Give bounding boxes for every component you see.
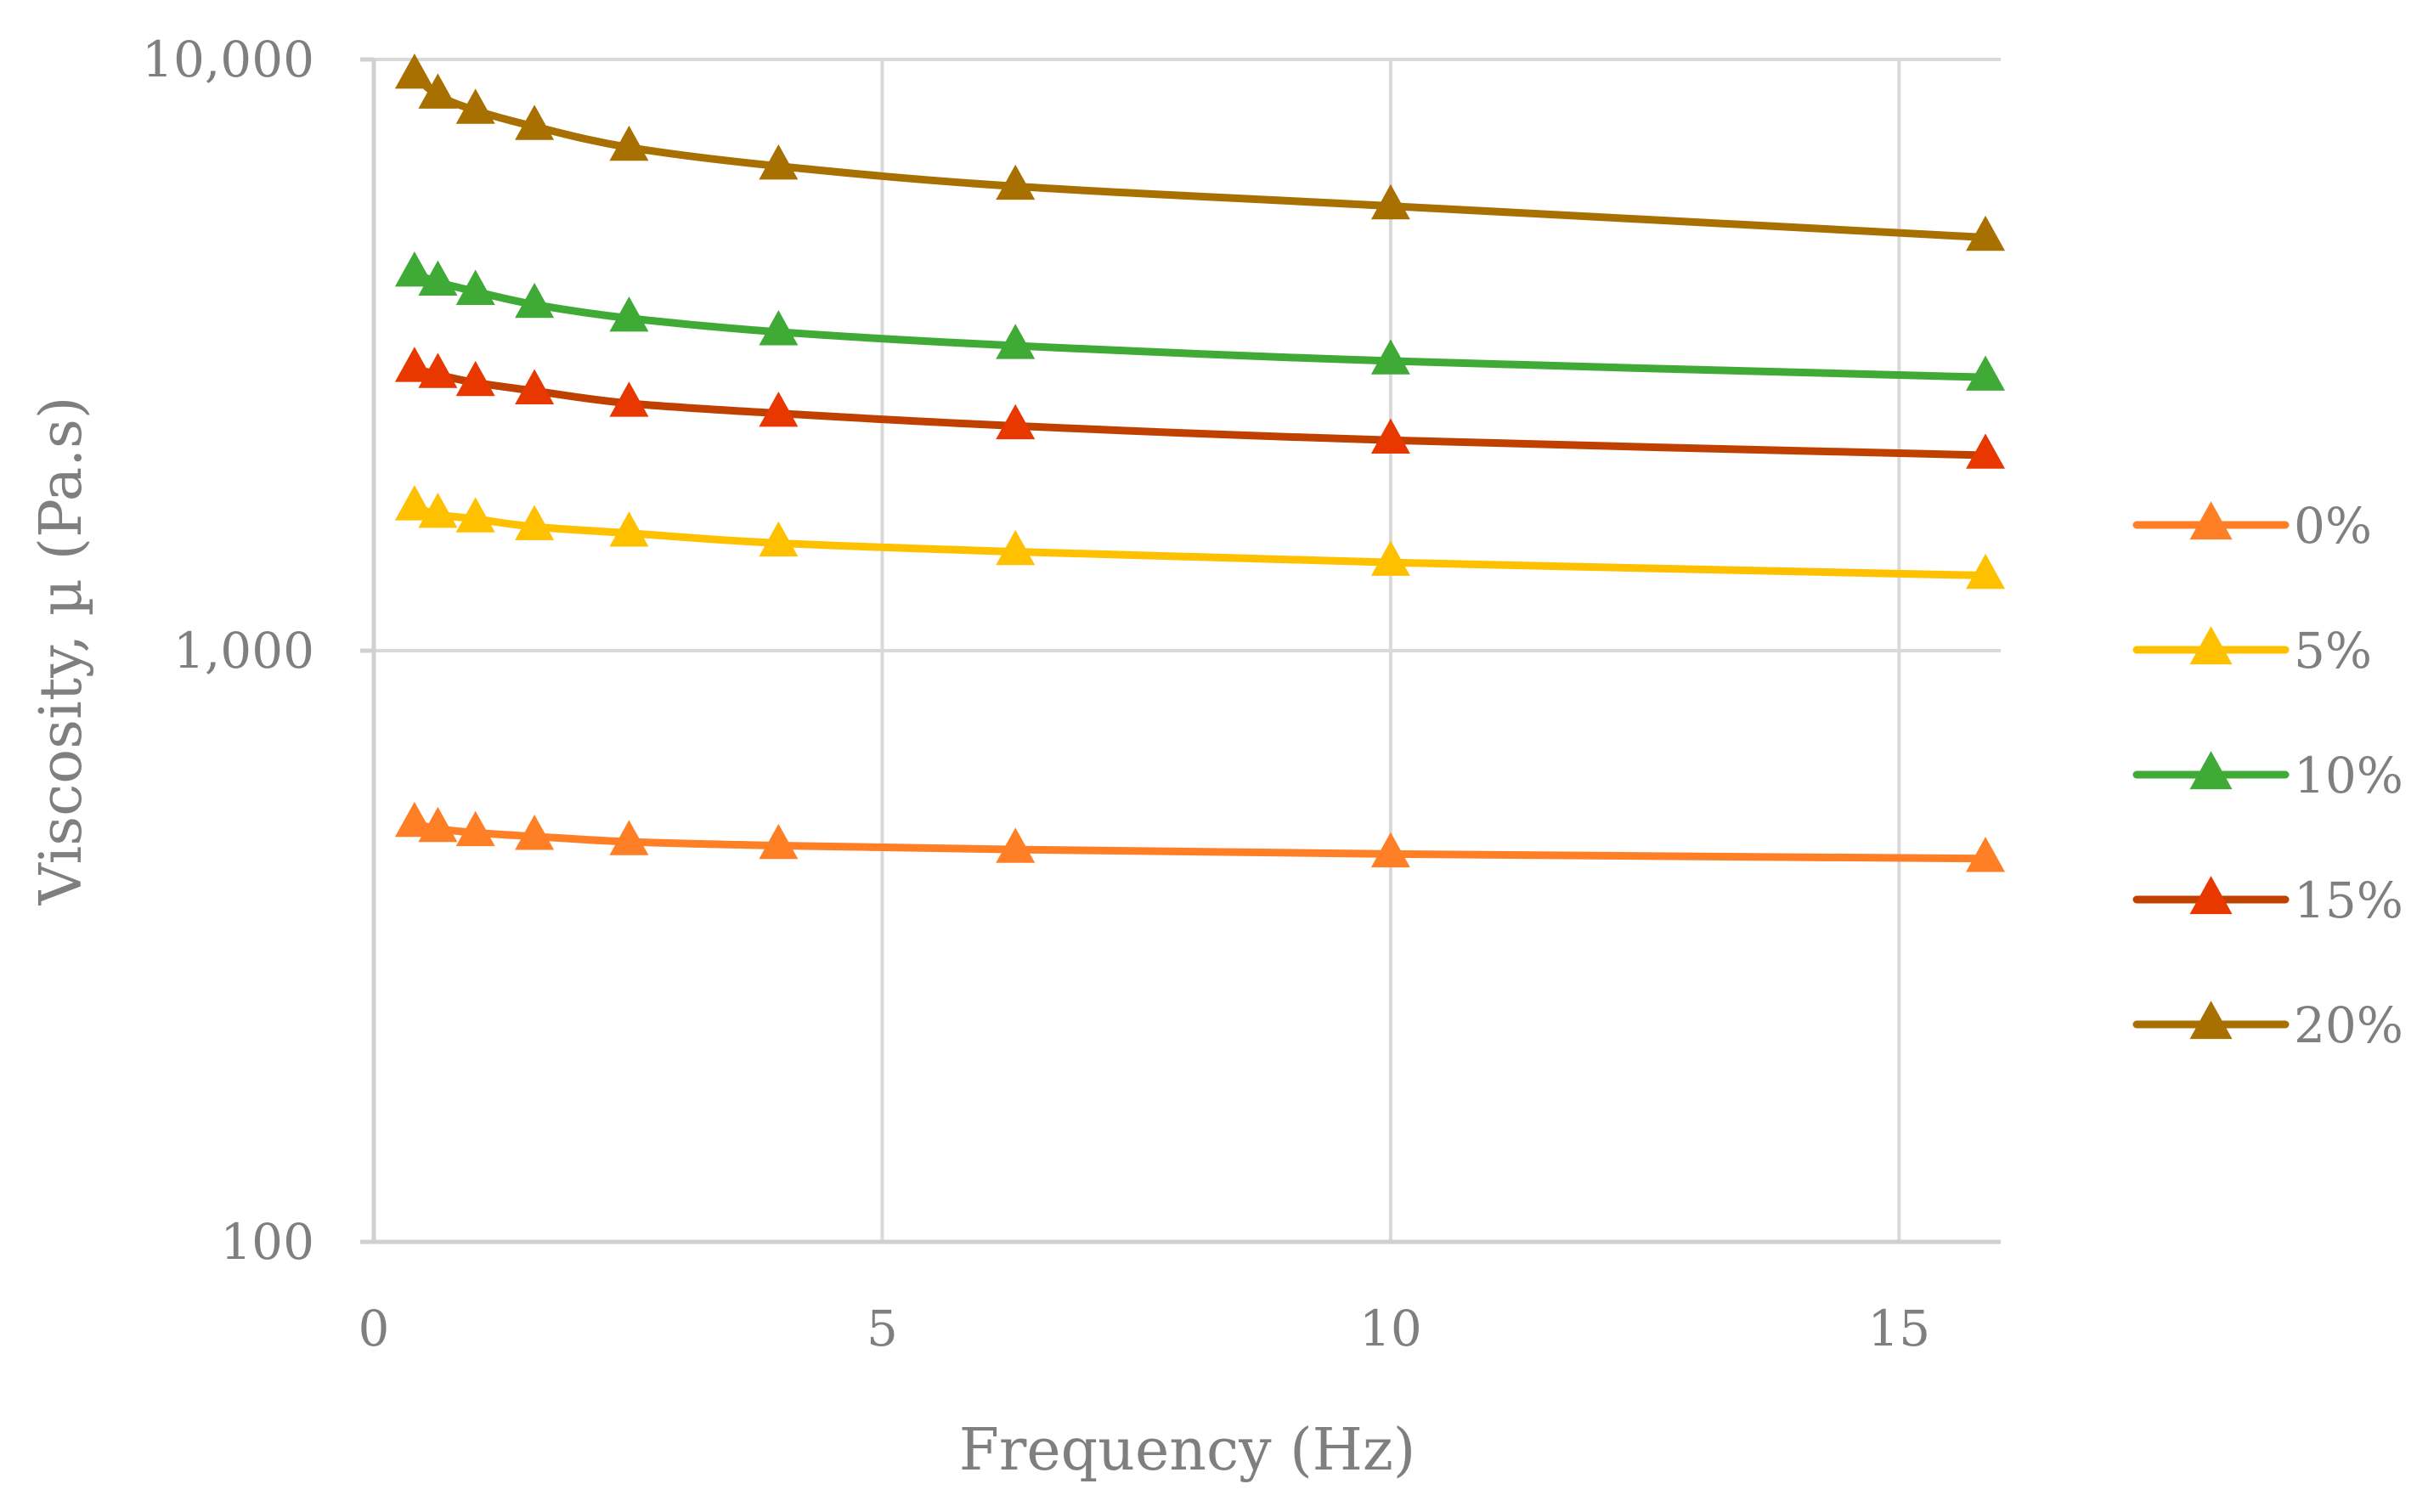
series-15pct: [394, 347, 2006, 469]
data-point-marker: [515, 505, 555, 540]
data-point-marker: [609, 125, 649, 161]
data-point-marker: [996, 324, 1036, 359]
data-point-marker: [759, 823, 799, 860]
data-point-marker: [455, 360, 495, 397]
legend-label: 10%: [2294, 747, 2403, 804]
legend-label: 15%: [2294, 872, 2403, 929]
data-point-marker: [609, 381, 649, 417]
data-point-marker: [1370, 339, 1410, 375]
legend-marker: [2189, 626, 2233, 665]
series-line: [410, 503, 1990, 580]
data-point-marker: [394, 251, 434, 287]
data-point-marker: [1370, 183, 1410, 220]
data-point-marker: [1370, 832, 1410, 868]
data-point-marker: [515, 815, 555, 850]
data-point-marker: [455, 810, 495, 847]
data-point-marker: [996, 827, 1036, 863]
data-point-marker: [1370, 540, 1410, 576]
data-point-marker: [759, 391, 799, 427]
series-5pct: [394, 485, 2006, 590]
data-point-marker: [759, 144, 799, 180]
data-point-marker: [1370, 418, 1410, 454]
legend: 0% 5% 10% 15% 20%: [2132, 497, 2403, 1054]
y-tick-label: 100: [220, 1213, 314, 1271]
data-point-marker: [394, 485, 434, 521]
series-0pct: [394, 801, 2006, 872]
legend-item: 20%: [2132, 996, 2403, 1054]
data-point-marker: [1966, 553, 2006, 590]
legend-marker: [2189, 501, 2233, 540]
x-tick-label: 10: [1359, 1300, 1422, 1357]
data-point-marker: [418, 492, 458, 528]
series-line: [410, 364, 1990, 460]
data-point-marker: [515, 282, 555, 319]
legend-label: 0%: [2294, 497, 2372, 555]
y-axis-title: Viscosity, µ (Pa.s): [28, 397, 95, 906]
data-point-marker: [1966, 355, 2006, 391]
data-point-marker: [759, 521, 799, 557]
data-point-marker: [996, 529, 1036, 566]
data-point-marker: [609, 511, 649, 547]
data-point-marker: [609, 820, 649, 855]
data-point-marker: [996, 403, 1036, 440]
axes: [360, 57, 2001, 1244]
data-point-marker: [515, 104, 555, 140]
data-point-marker: [455, 269, 495, 305]
data-point-marker: [394, 347, 434, 382]
series-line: [410, 820, 1990, 863]
data-point-marker: [996, 164, 1036, 200]
x-tick-label: 0: [359, 1300, 390, 1357]
legend-item: 10%: [2132, 747, 2403, 804]
data-point-marker: [1966, 433, 2006, 469]
legend-label: 20%: [2294, 996, 2403, 1054]
series-line: [410, 269, 1990, 381]
legend-item: 15%: [2132, 872, 2403, 929]
legend-marker: [2189, 751, 2233, 790]
data-point-marker: [418, 73, 458, 109]
series-line: [410, 71, 1990, 242]
x-axis-title: Frequency (Hz): [959, 1417, 1416, 1484]
data-point-marker: [515, 369, 555, 404]
y-tick-label: 10,000: [142, 31, 314, 88]
data-point-marker: [394, 801, 434, 838]
legend-marker: [2189, 1001, 2233, 1040]
data-point-marker: [455, 497, 495, 533]
series-10pct: [394, 251, 2006, 391]
data-point-marker: [455, 88, 495, 124]
x-tick-label: 15: [1867, 1300, 1930, 1357]
data-point-marker: [609, 296, 649, 332]
series: [394, 54, 2006, 872]
data-point-marker: [1966, 837, 2006, 872]
legend-item: 5%: [2132, 622, 2372, 680]
data-point-marker: [418, 353, 458, 388]
tick-labels: 0 5 10 15 100 1,000 10,000: [142, 31, 1930, 1357]
y-tick-label: 1,000: [173, 622, 314, 680]
data-point-marker: [394, 54, 434, 89]
legend-item: 0%: [2132, 497, 2372, 555]
x-tick-label: 5: [867, 1300, 898, 1357]
series-20pct: [394, 54, 2006, 251]
data-point-marker: [1966, 215, 2006, 251]
legend-label: 5%: [2294, 622, 2372, 680]
data-point-marker: [418, 806, 458, 843]
data-point-marker: [418, 260, 458, 296]
legend-marker: [2189, 876, 2233, 915]
grid: [374, 58, 2001, 1242]
data-point-marker: [759, 310, 799, 346]
